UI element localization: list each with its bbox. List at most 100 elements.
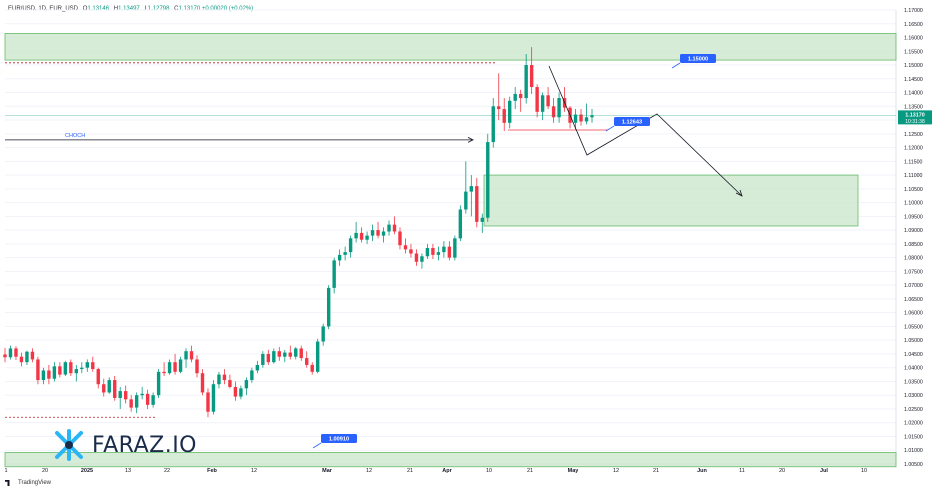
projection-path — [548, 65, 743, 197]
candle-body — [579, 114, 583, 122]
candle-body — [173, 362, 177, 372]
y-tick-label: 1.02500 — [904, 407, 923, 413]
candle-body — [436, 252, 441, 255]
candle-body — [431, 248, 435, 255]
x-tick-label: Feb — [207, 468, 217, 474]
candle-body — [414, 253, 419, 262]
candle-body — [255, 364, 260, 371]
y-tick-label: 1.08500 — [904, 242, 923, 248]
label-1.15000-pointer — [671, 62, 681, 69]
candle-body — [354, 232, 358, 239]
y-tick-label: 1.12500 — [904, 132, 923, 138]
x-tick-label: 20 — [779, 468, 785, 474]
candle-body — [25, 351, 29, 363]
candle-body — [529, 65, 534, 88]
candle-body — [540, 95, 545, 112]
lower-support-zone — [4, 452, 897, 468]
tradingview-brand: TradingView — [18, 480, 52, 486]
candle-body — [107, 380, 111, 393]
y-tick-label: 1.17000 — [904, 8, 923, 14]
candle-body — [420, 256, 424, 262]
candle-body — [381, 231, 386, 236]
tradingview-logo-icon — [5, 480, 10, 486]
x-tick-label: 22 — [164, 468, 170, 474]
candle-body — [36, 359, 40, 381]
candle-body — [272, 351, 276, 363]
y-tick-label: 1.09000 — [904, 228, 923, 234]
candle-body — [261, 353, 265, 365]
x-tick-label: 2025 — [81, 468, 93, 474]
y-tick-label: 1.07500 — [904, 269, 923, 275]
label-1.00910-box — [321, 434, 357, 443]
x-tick-label: 10 — [861, 468, 867, 474]
watermark: FARAZ.IO — [52, 428, 197, 462]
candle-body — [403, 245, 408, 250]
candle-body — [217, 374, 221, 385]
y-tick-label: 1.09500 — [904, 214, 923, 220]
candle-body — [266, 353, 271, 363]
label-1.15000-box — [680, 54, 716, 63]
y-tick-label: 1.01500 — [904, 434, 923, 440]
faraz-logo-icon — [55, 429, 83, 461]
x-tick-label: 10 — [486, 468, 492, 474]
change-value: +0.00020 (+0.02%) — [201, 6, 254, 12]
y-tick-label: 1.10500 — [904, 187, 923, 193]
candle-body — [228, 380, 232, 387]
candle-body — [524, 65, 528, 99]
candle-body — [294, 348, 298, 357]
candle-body — [113, 380, 117, 398]
candle-body — [409, 249, 413, 254]
y-tick-label: 1.13500 — [904, 104, 923, 110]
candle-body — [337, 254, 342, 261]
x-tick-label: 21 — [653, 468, 659, 474]
y-tick-label: 1.03000 — [904, 393, 923, 399]
candle-body — [74, 369, 79, 374]
candle-body — [398, 231, 402, 246]
countdown-label: 10:31:38 — [905, 119, 925, 125]
candle-body — [310, 364, 314, 372]
candle-body — [573, 114, 578, 123]
candle-body — [184, 351, 188, 360]
candle-body — [41, 370, 46, 381]
x-tick-label: 1 — [4, 468, 7, 474]
candle-body — [557, 98, 561, 118]
candle-body — [14, 348, 18, 357]
candle-body — [392, 224, 397, 232]
candle-body — [535, 87, 539, 112]
label-1.00910: 1.00910 — [329, 436, 349, 442]
x-tick-label: Apr — [442, 468, 452, 474]
candle-body — [458, 209, 463, 239]
candle-body — [359, 232, 364, 240]
candle-body — [233, 386, 238, 397]
candle-body — [502, 109, 506, 123]
watermark-text: FARAZ.IO — [92, 432, 197, 458]
x-tick-label: 12 — [251, 468, 257, 474]
y-tick-label: 1.04500 — [904, 352, 923, 358]
candle-body — [365, 235, 369, 240]
candle-body — [321, 326, 325, 342]
candle-body — [590, 115, 594, 118]
candle-body — [250, 370, 254, 381]
candle-body — [30, 351, 35, 360]
low-value: 1.12798 — [147, 6, 170, 12]
y-tick-label: 1.06500 — [904, 297, 923, 303]
candle-body — [332, 260, 336, 288]
x-tick-label: 21 — [527, 468, 533, 474]
y-tick-label: 1.00500 — [904, 462, 923, 468]
last-price-badge — [898, 110, 932, 125]
candle-body — [491, 106, 495, 143]
candle-body — [167, 362, 172, 374]
candle-body — [387, 224, 391, 232]
candle-body — [288, 352, 292, 357]
candle-body — [80, 367, 84, 370]
label-1.12643: 1.12643 — [622, 119, 642, 125]
candle-body — [91, 362, 95, 370]
candle-body — [47, 370, 51, 379]
y-tick-label: 1.03500 — [904, 379, 923, 385]
candle-body — [85, 362, 89, 368]
y-tick-label: 1.15500 — [904, 49, 923, 55]
open-value: 1.13146 — [87, 6, 110, 12]
x-tick-label: Mar — [322, 468, 333, 474]
y-tick-label: 1.11000 — [904, 173, 922, 179]
